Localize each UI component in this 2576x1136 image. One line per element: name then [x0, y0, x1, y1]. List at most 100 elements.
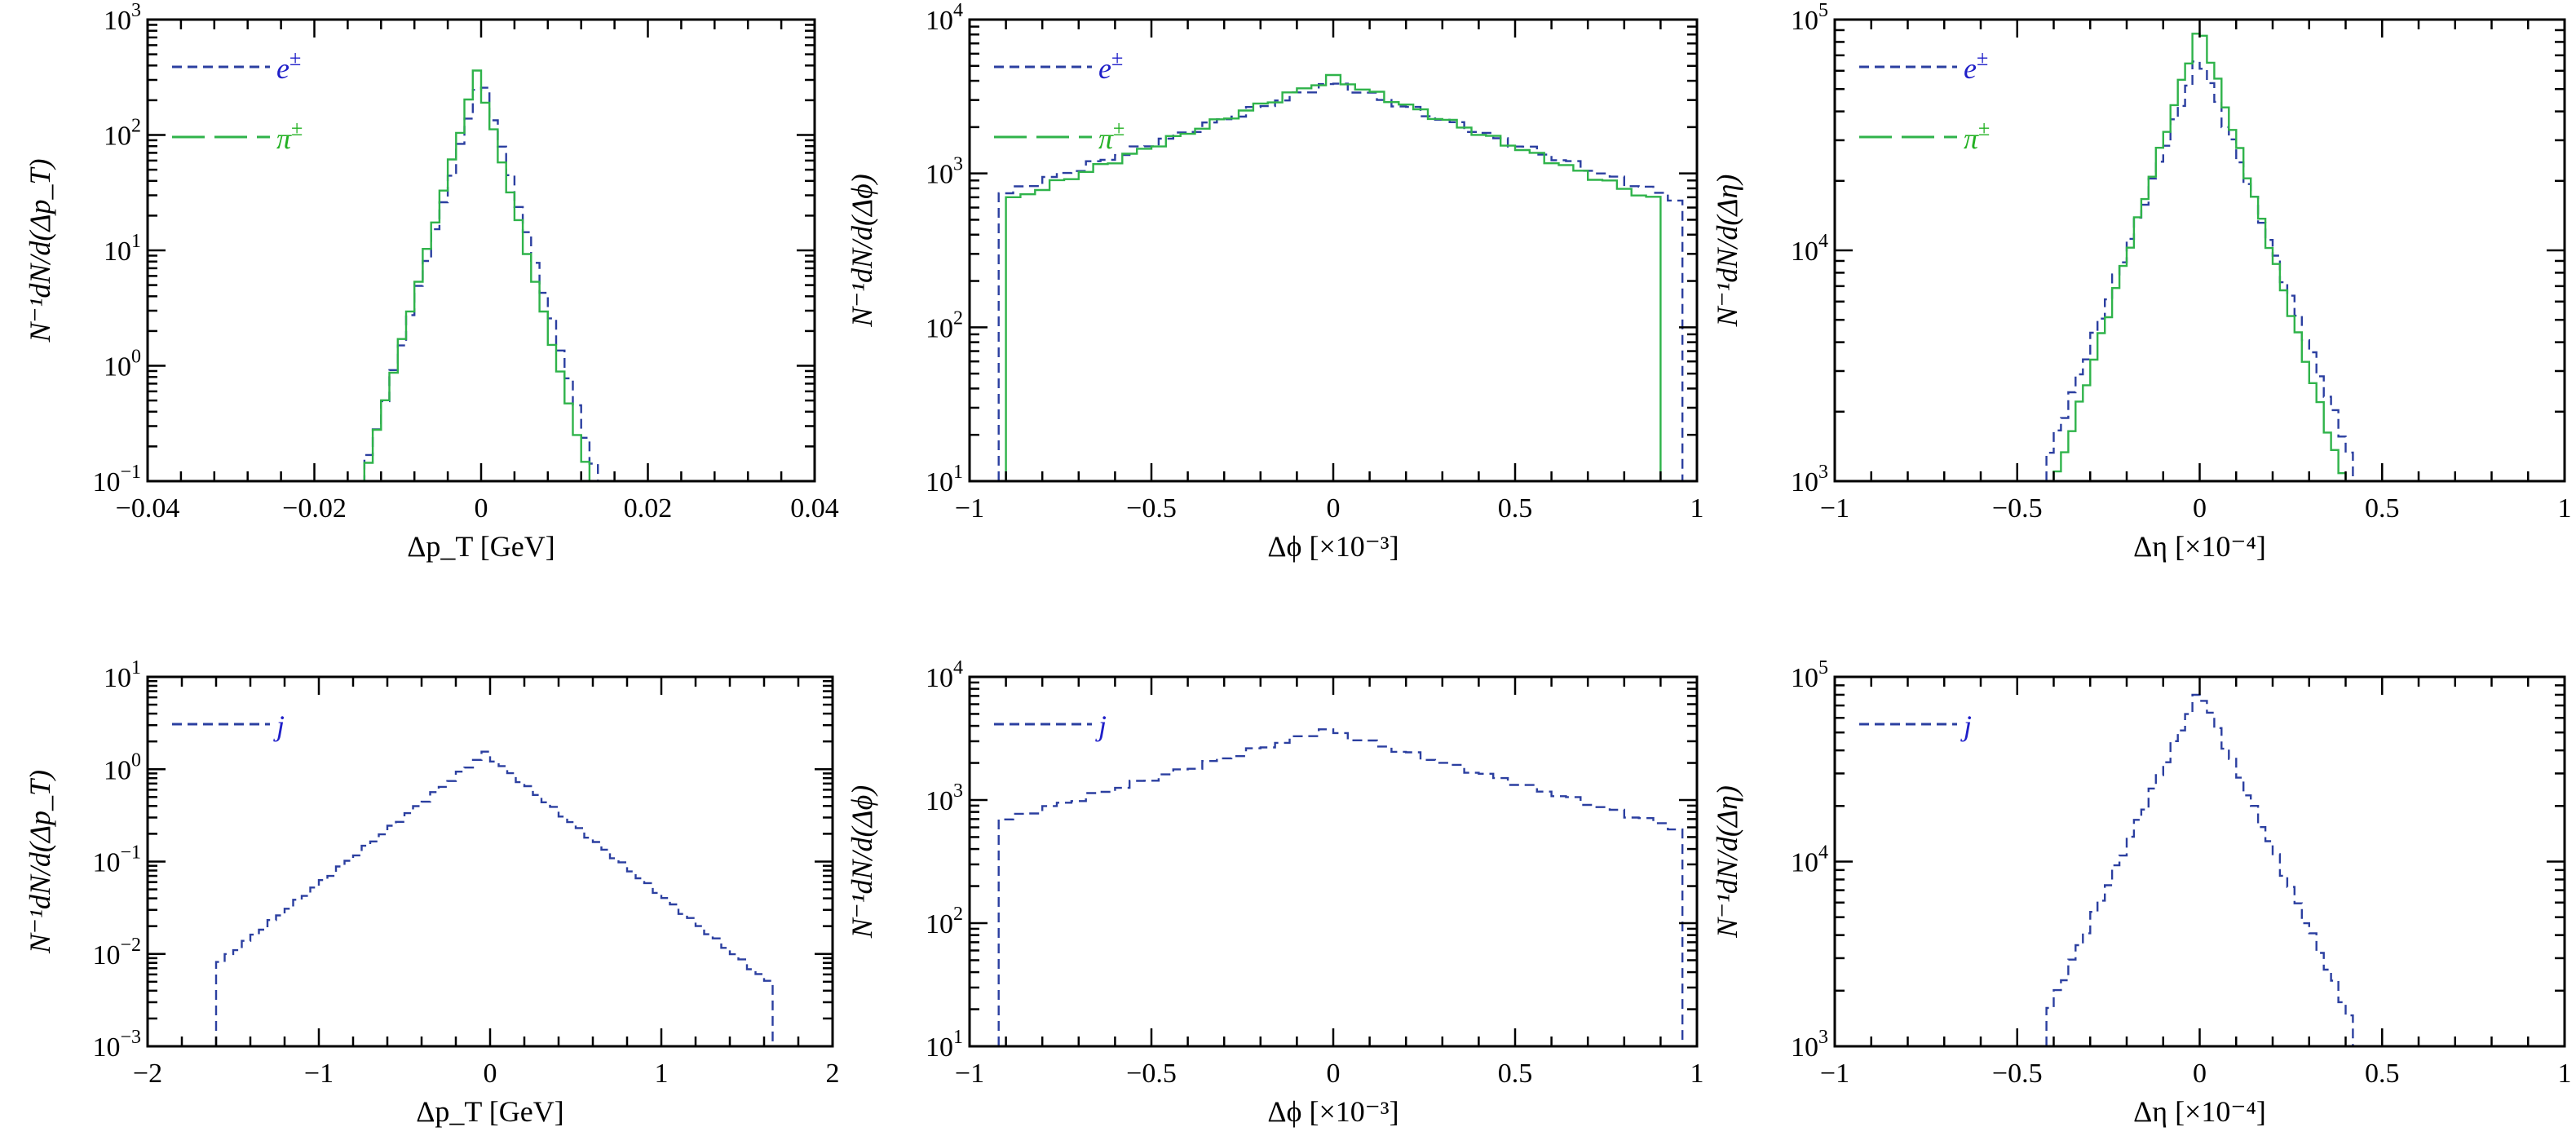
legend-label: j: [273, 709, 285, 742]
x-axis-label: Δp_T [GeV]: [416, 1095, 563, 1128]
x-tick-label: −2: [133, 1059, 162, 1089]
series-j-line: [997, 728, 1684, 1046]
y-tick-label: 103: [1791, 1027, 1828, 1063]
x-tick-label: −0.5: [1992, 493, 2043, 524]
legend-label: e±: [1098, 46, 1123, 85]
x-axis-label: Δp_T [GeV]: [407, 530, 555, 563]
x-tick-label: 0: [1327, 1059, 1341, 1089]
legend-label: e±: [1964, 46, 1988, 85]
x-tick-label: −1: [1820, 1059, 1849, 1089]
y-tick-label: 101: [926, 462, 963, 497]
y-tick-label: 105: [1791, 0, 1828, 36]
y-tick-label: 103: [1791, 462, 1828, 497]
x-tick-label: 0.02: [624, 493, 673, 524]
series-j-line: [214, 750, 774, 1046]
y-tick-label: 10−1: [92, 842, 141, 878]
legend-item-: π±: [994, 117, 1125, 155]
plot-frame: [1833, 18, 2566, 483]
series--line: [305, 69, 641, 481]
x-tick-label: 0: [475, 493, 488, 524]
y-tick-label: 10−1: [92, 462, 141, 497]
y-tick-label: 104: [926, 657, 963, 693]
x-tick-label: 1: [1690, 1059, 1704, 1089]
legend-item-j: j: [172, 709, 285, 742]
x-tick-label: −0.5: [1126, 493, 1177, 524]
legend-item-e: e±: [994, 46, 1123, 85]
panel-top-phi: −1 −0.5 0 0.5 1 101 102 103 104 Δϕ [×10⁻³] N⁻¹dN/d…: [846, 0, 1704, 563]
legend-item-: π±: [172, 117, 303, 155]
y-tick-label: 103: [926, 154, 963, 190]
series--line: [1005, 73, 1662, 481]
x-tick-label: 0.04: [790, 493, 839, 524]
panel-top-pt: −0.04 −0.02 0 0.02 0.04 10−1 100 101 102 103 Δp_T …: [24, 0, 839, 563]
panel-bottom-pt: −2 −1 0 1 2 10−3 10−2 10−1 100 101 Δp_T [GeV] N⁻¹dN…: [24, 657, 840, 1128]
plot-frame: [1833, 675, 2566, 1048]
x-tick-label: 0.5: [1498, 1059, 1533, 1089]
series-e-line: [313, 86, 649, 481]
y-tick-label: 103: [926, 780, 963, 816]
panel-bottom-phi: −1 −0.5 0 0.5 1 101 102 103 104 Δϕ [×10⁻³] N⁻¹dN/d…: [846, 657, 1704, 1128]
y-tick-label: 105: [1791, 657, 1828, 693]
plot-frame: [146, 675, 834, 1048]
legend-label: e±: [276, 46, 301, 85]
x-tick-label: −0.5: [1126, 1059, 1177, 1089]
panel-top-eta: −1 −0.5 0 0.5 1 103 104 105 Δη [×10⁻⁴] N⁻¹dN/d(Δη…: [1711, 0, 2572, 563]
legend-label: π±: [276, 117, 303, 155]
x-tick-label: 0.5: [2365, 1059, 2400, 1089]
x-tick-label: 0.5: [1498, 493, 1533, 524]
x-tick-label: 0: [484, 1059, 497, 1089]
x-tick-label: 0.5: [2365, 493, 2400, 524]
y-axis-label: N⁻¹dN/d(Δp_T): [24, 770, 56, 954]
legend-item-j: j: [1859, 709, 1972, 742]
y-tick-label: 101: [926, 1027, 963, 1063]
series--line: [2052, 33, 2347, 481]
x-tick-label: 0: [2193, 1059, 2207, 1089]
x-tick-label: −0.04: [116, 493, 180, 524]
x-tick-label: 1: [2558, 1059, 2572, 1089]
series-e-line: [2045, 60, 2354, 481]
series-j-line: [2045, 693, 2354, 1046]
y-axis-label: N⁻¹dN/d(Δη): [1711, 785, 1743, 939]
y-tick-label: 101: [104, 231, 141, 267]
x-tick-label: −1: [304, 1059, 334, 1089]
legend-label: π±: [1964, 117, 1990, 155]
x-tick-label: 1: [655, 1059, 669, 1089]
x-tick-label: 0: [1327, 493, 1341, 524]
legend-label: j: [1095, 709, 1107, 742]
x-tick-label: −1: [955, 1059, 984, 1089]
x-axis-label: Δη [×10⁻⁴]: [2133, 530, 2266, 563]
y-axis-label: N⁻¹dN/d(Δη): [1711, 175, 1743, 328]
y-tick-label: 102: [104, 116, 141, 152]
legend-item-j: j: [994, 709, 1107, 742]
plot-frame: [968, 18, 1699, 483]
y-tick-label: 103: [104, 0, 141, 36]
x-tick-label: 2: [826, 1059, 840, 1089]
legend-label: j: [1960, 709, 1972, 742]
y-tick-label: 102: [926, 904, 963, 939]
x-axis-label: Δη [×10⁻⁴]: [2133, 1095, 2266, 1128]
x-axis-label: Δϕ [×10⁻³]: [1267, 530, 1398, 563]
x-tick-label: −0.5: [1992, 1059, 2043, 1089]
y-tick-label: 101: [104, 657, 141, 693]
y-axis-label: N⁻¹dN/d(Δϕ): [846, 785, 878, 939]
y-tick-label: 104: [1791, 231, 1828, 267]
y-tick-label: 104: [1791, 842, 1828, 878]
y-tick-label: 10−2: [92, 935, 141, 970]
y-tick-label: 100: [104, 749, 141, 785]
x-tick-label: −0.02: [282, 493, 347, 524]
y-tick-label: 100: [104, 347, 141, 382]
y-tick-label: 104: [926, 0, 963, 36]
y-axis-label: N⁻¹dN/d(Δp_T): [24, 159, 56, 343]
legend-item-e: e±: [172, 46, 301, 85]
legend-label: π±: [1098, 117, 1125, 155]
y-tick-label: 102: [926, 307, 963, 343]
legend-item-e: e±: [1859, 46, 1988, 85]
x-tick-label: −1: [1820, 493, 1849, 524]
y-axis-label: N⁻¹dN/d(Δϕ): [846, 174, 878, 328]
y-tick-label: 10−3: [92, 1027, 141, 1063]
legend-item-: π±: [1859, 117, 1990, 155]
x-tick-label: 1: [1690, 493, 1704, 524]
x-tick-label: 0: [2193, 493, 2207, 524]
x-axis-label: Δϕ [×10⁻³]: [1267, 1095, 1398, 1128]
